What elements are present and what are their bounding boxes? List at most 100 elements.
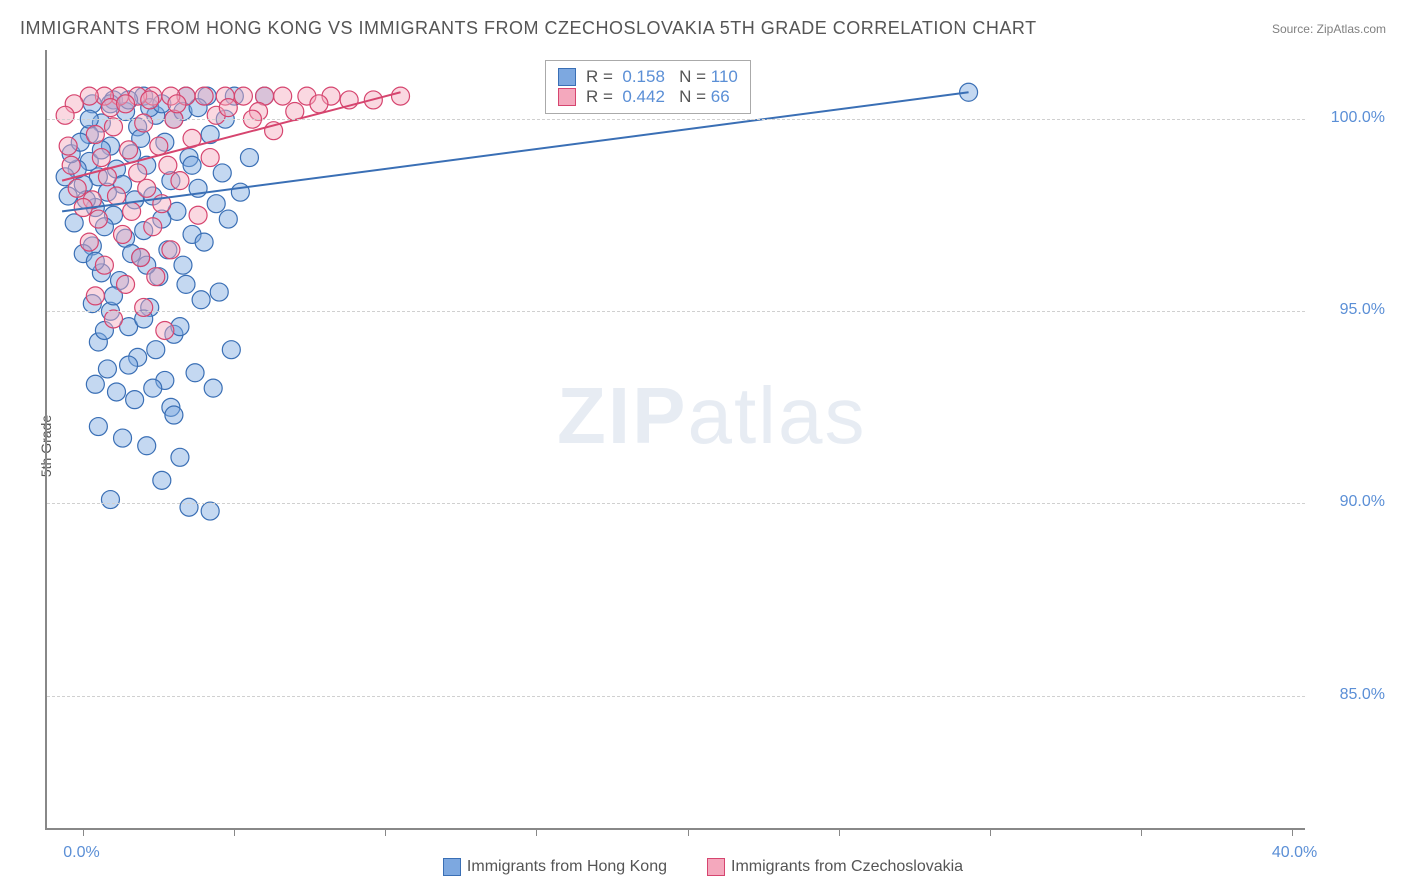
data-point xyxy=(201,149,219,167)
data-point xyxy=(107,187,125,205)
data-point xyxy=(120,356,138,374)
data-point xyxy=(80,233,98,251)
legend-swatch xyxy=(558,88,576,106)
data-point xyxy=(207,195,225,213)
data-point xyxy=(86,375,104,393)
x-tick xyxy=(234,828,235,836)
data-point xyxy=(147,341,165,359)
data-point xyxy=(114,429,132,447)
data-point xyxy=(174,256,192,274)
data-point xyxy=(68,179,86,197)
data-point xyxy=(117,95,135,113)
legend-swatch xyxy=(443,858,461,876)
data-point xyxy=(150,137,168,155)
chart-svg xyxy=(47,50,1305,828)
data-point xyxy=(231,183,249,201)
x-tick xyxy=(1292,828,1293,836)
x-tick xyxy=(839,828,840,836)
data-point xyxy=(204,379,222,397)
gridline xyxy=(47,503,1305,504)
data-point xyxy=(101,491,119,509)
data-point xyxy=(153,471,171,489)
y-tick-label: 85.0% xyxy=(1315,686,1385,704)
data-point xyxy=(234,87,252,105)
data-point xyxy=(177,275,195,293)
stats-row: R = 0.158 N = 110 xyxy=(558,67,738,87)
y-tick-label: 95.0% xyxy=(1315,301,1385,319)
chart-title: IMMIGRANTS FROM HONG KONG VS IMMIGRANTS … xyxy=(20,18,1037,39)
y-tick-label: 90.0% xyxy=(1315,493,1385,511)
data-point xyxy=(141,91,159,109)
gridline xyxy=(47,119,1305,120)
data-point xyxy=(89,418,107,436)
data-point xyxy=(126,391,144,409)
data-point xyxy=(147,268,165,286)
data-point xyxy=(95,256,113,274)
legend-swatch xyxy=(707,858,725,876)
stats-legend-box: R = 0.158 N = 110R = 0.442 N = 66 xyxy=(545,60,751,114)
data-point xyxy=(89,210,107,228)
bottom-legend: Immigrants from Hong Kong Immigrants from… xyxy=(0,858,1406,876)
data-point xyxy=(117,275,135,293)
data-point xyxy=(274,87,292,105)
data-point xyxy=(120,141,138,159)
y-tick-label: 100.0% xyxy=(1315,109,1385,127)
data-point xyxy=(114,225,132,243)
data-point xyxy=(165,406,183,424)
data-point xyxy=(186,364,204,382)
data-point xyxy=(195,87,213,105)
data-point xyxy=(156,321,174,339)
n-value: 110 xyxy=(711,67,738,87)
data-point xyxy=(162,241,180,259)
data-point xyxy=(98,360,116,378)
x-tick-label: 40.0% xyxy=(1272,844,1317,862)
n-label: N = xyxy=(665,87,711,107)
x-tick xyxy=(385,828,386,836)
r-label: R = xyxy=(586,67,622,87)
n-value: 66 xyxy=(711,87,730,107)
data-point xyxy=(144,379,162,397)
data-point xyxy=(189,206,207,224)
gridline xyxy=(47,311,1305,312)
x-tick-label: 0.0% xyxy=(63,844,99,862)
data-point xyxy=(123,202,141,220)
data-point xyxy=(192,291,210,309)
legend-item: Immigrants from Czechoslovakia xyxy=(707,858,963,875)
data-point xyxy=(240,149,258,167)
data-point xyxy=(107,383,125,401)
data-point xyxy=(201,502,219,520)
data-point xyxy=(168,95,186,113)
r-label: R = xyxy=(586,87,622,107)
x-tick xyxy=(688,828,689,836)
data-point xyxy=(144,218,162,236)
data-point xyxy=(213,164,231,182)
data-point xyxy=(138,437,156,455)
data-point xyxy=(104,310,122,328)
data-point xyxy=(135,298,153,316)
x-tick xyxy=(536,828,537,836)
data-point xyxy=(132,248,150,266)
x-tick xyxy=(83,828,84,836)
data-point xyxy=(138,179,156,197)
data-point xyxy=(210,283,228,301)
data-point xyxy=(222,341,240,359)
x-tick xyxy=(990,828,991,836)
legend-item: Immigrants from Hong Kong xyxy=(443,858,667,875)
data-point xyxy=(92,149,110,167)
data-point xyxy=(104,118,122,136)
data-point xyxy=(62,156,80,174)
data-point xyxy=(159,156,177,174)
data-point xyxy=(310,95,328,113)
r-value: 0.158 xyxy=(622,67,665,87)
n-label: N = xyxy=(665,67,711,87)
data-point xyxy=(59,137,77,155)
data-point xyxy=(171,172,189,190)
data-point xyxy=(219,210,237,228)
data-point xyxy=(219,99,237,117)
r-value: 0.442 xyxy=(622,87,665,107)
data-point xyxy=(392,87,410,105)
source-attribution: Source: ZipAtlas.com xyxy=(1272,22,1386,36)
data-point xyxy=(171,448,189,466)
data-point xyxy=(86,126,104,144)
legend-swatch xyxy=(558,68,576,86)
